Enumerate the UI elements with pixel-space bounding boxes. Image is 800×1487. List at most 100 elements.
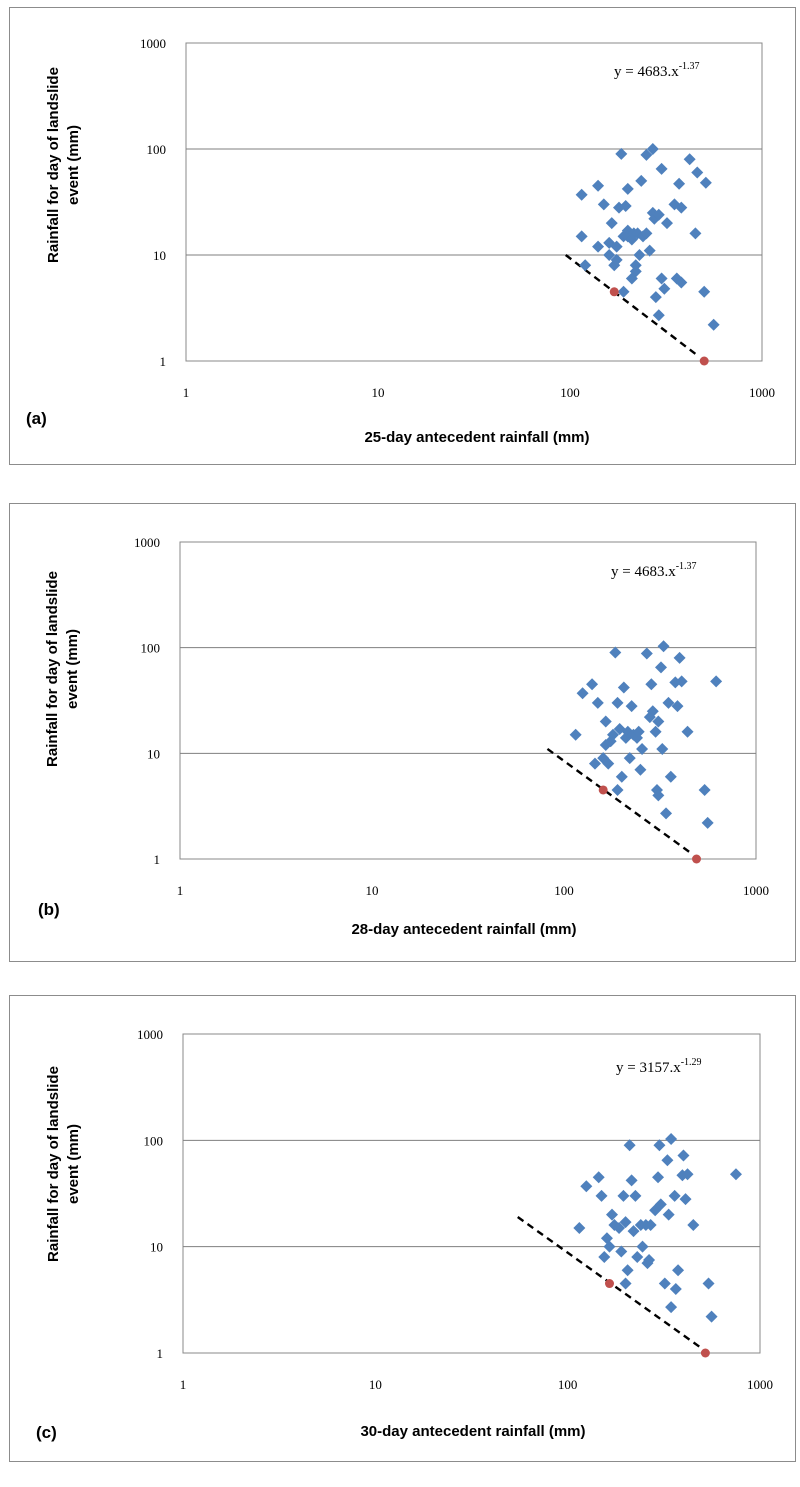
data-point [664,770,677,783]
x-tick-label: 10 [369,1377,382,1392]
data-point [652,309,665,322]
data-point [644,1218,657,1231]
data-point [645,678,658,691]
panel-label: (c) [36,1423,57,1442]
data-point [586,678,599,691]
data-point [631,731,644,744]
data-point [603,1240,616,1253]
data-point [615,770,628,783]
data-point [646,143,659,155]
data-point [580,1180,593,1193]
data-point [625,700,638,713]
x-tick-label: 1000 [743,883,769,898]
threshold-point [609,287,619,297]
data-point [699,176,712,189]
data-point [573,1221,586,1234]
data-point [652,1171,665,1184]
data-point [646,705,659,718]
data-point [643,244,656,257]
panel-label: (a) [26,409,47,428]
y-tick-label: 10 [150,1240,163,1255]
data-point [631,1250,644,1263]
data-point [621,1264,634,1277]
y-tick-label: 1 [154,852,161,867]
data-point [619,1277,632,1290]
data-point [611,783,624,796]
y-tick-label: 1 [160,354,167,369]
data-point [687,1218,700,1231]
data-point [625,1174,638,1187]
data-point [629,1189,642,1202]
data-point [617,1189,630,1202]
data-point [701,816,714,829]
data-point [676,1169,689,1182]
chart-a-svg: 1 10 100 1000 1 10 100 1000 y = 4683.x-1.37 Rainf… [26,36,775,446]
data-point [653,1139,666,1152]
data-point [655,162,668,175]
panel-label: (b) [38,900,60,919]
y-tick-label: 1000 [137,1027,163,1042]
data-point [643,711,656,724]
chart-panel-b: 1 10 100 1000 1 10 100 1000 y = 4683.x-1.37 Rainf… [9,503,796,962]
data-point [575,230,588,243]
data-point [617,285,630,298]
threshold-line [546,747,694,856]
data-point [710,675,723,688]
y-tick-label: 1000 [140,36,166,51]
data-point [611,696,624,709]
data-point [629,265,642,278]
data-point [705,1310,718,1323]
data-point [652,208,665,221]
x-tick-label: 100 [554,883,574,898]
data-point [661,1154,674,1167]
x-tick-label: 1 [180,1377,187,1392]
data-point [675,675,688,688]
x-tick-label: 1000 [747,1377,773,1392]
chart-panel-c: 1 10 100 1000 1 10 100 1000 y = 3157.x-1.29 Rainf… [9,995,796,1462]
trend-equation: y = 4683.x-1.37 [611,561,697,580]
data-point [707,318,720,331]
chart-c-svg: 1 10 100 1000 1 10 100 1000 y = 3157.x-1.29 Rainf… [36,1027,773,1442]
data-point [675,276,688,289]
data-point [636,742,649,755]
data-point [665,1132,678,1145]
data-point [665,1301,678,1314]
data-point [654,661,667,674]
data-point [672,1264,685,1277]
x-tick-label: 10 [372,385,385,400]
plot-area-frame [179,541,757,860]
data-point [658,282,671,295]
data-point [640,647,653,660]
data-point [623,1139,636,1152]
data-point [656,742,669,755]
data-point [595,1189,608,1202]
data-point [600,1232,613,1245]
data-point [729,1168,742,1181]
threshold-point [699,356,709,366]
plot-area-frame [182,1033,761,1354]
threshold-point [700,1348,710,1358]
data-point [679,1193,692,1206]
data-point [632,725,645,738]
y-axis-label: Rainfall for day of landslide event (mm) [45,67,82,263]
data-point [635,174,648,187]
data-point [698,285,711,298]
data-point [673,177,686,190]
data-point [657,640,670,653]
data-point [671,700,684,713]
x-axis-label: 25-day antecedent rainfall (mm) [364,429,589,446]
data-point [609,646,622,659]
data-point [623,752,636,765]
data-point [673,651,686,664]
threshold-line [564,254,700,358]
y-tick-label: 100 [144,1133,164,1148]
data-point [643,1253,656,1266]
trend-equation: y = 3157.x-1.29 [616,1057,702,1076]
data-point [592,1171,605,1184]
data-point [619,731,632,744]
data-point [592,240,605,253]
data-point [675,201,688,214]
data-point [602,757,615,770]
data-point [617,681,630,694]
data-point [627,1225,640,1238]
